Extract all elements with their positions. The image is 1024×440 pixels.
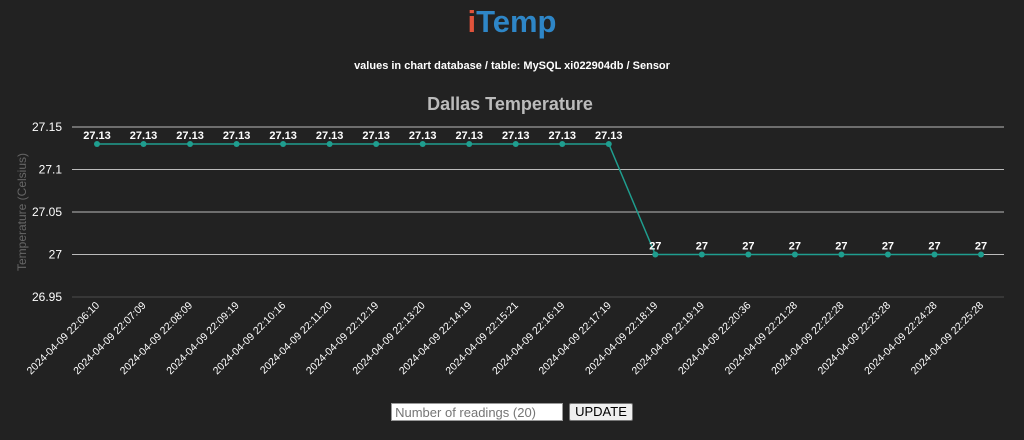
data-label: 27.13 [223, 130, 251, 142]
logo-name: Temp [476, 4, 557, 39]
data-label: 27.13 [409, 130, 437, 142]
update-button[interactable]: UPDATE [569, 403, 633, 421]
y-axis-label: Temperature (Celsius) [15, 153, 29, 271]
data-point [466, 141, 473, 147]
temperature-chart: Dallas Temperature Temperature (Celsius)… [15, 94, 1004, 378]
data-labels: 27.13 27.13 27.13 27.13 27.13 27.13 27.13 27.13… [83, 130, 987, 253]
data-points [94, 141, 984, 258]
y-tick-label: 27.15 [32, 120, 62, 134]
readings-controls: UPDATE [0, 403, 1024, 421]
data-label: 27.13 [455, 130, 483, 142]
data-point [512, 141, 519, 147]
data-point [652, 251, 659, 258]
data-label: 27.13 [362, 130, 390, 142]
y-tick-label: 27.05 [32, 205, 62, 219]
data-label: 27 [789, 241, 801, 253]
data-label: 27 [742, 241, 754, 253]
grid-lines [72, 126, 1004, 298]
data-point [559, 141, 566, 147]
data-point [978, 251, 984, 258]
y-tick-label: 27 [49, 248, 63, 262]
data-label: 27.13 [130, 130, 158, 142]
data-point [698, 251, 705, 258]
data-label: 27.13 [83, 130, 111, 142]
page-subtitle: values in chart database / table: MySQL … [354, 60, 670, 72]
data-point [931, 251, 938, 258]
data-label: 27 [696, 241, 708, 253]
data-label: 27.13 [548, 130, 576, 142]
data-point [233, 141, 240, 147]
data-label: 27.13 [269, 130, 297, 142]
data-label: 27.13 [176, 130, 204, 142]
data-point [373, 141, 380, 147]
data-point [187, 141, 194, 147]
series-line-path [97, 143, 981, 256]
y-tick-label: 27.1 [39, 163, 63, 177]
logo-prefix: i [467, 4, 477, 39]
app-logo: iTemp [0, 4, 1024, 40]
data-label: 27 [649, 241, 661, 253]
data-point [745, 251, 752, 258]
chart-title: Dallas Temperature [427, 94, 593, 114]
data-point [280, 141, 287, 147]
data-label: 27.13 [595, 130, 623, 142]
data-point [419, 141, 426, 147]
data-label: 27.13 [316, 130, 344, 142]
data-point [94, 141, 100, 147]
data-point [605, 141, 612, 147]
data-label: 27 [975, 241, 987, 253]
data-label: 27 [882, 241, 894, 253]
readings-count-input[interactable] [391, 403, 564, 421]
data-label: 27 [928, 241, 940, 253]
data-point [838, 251, 845, 258]
y-tick-label: 26.95 [32, 290, 62, 304]
data-point [140, 141, 147, 147]
series-line [97, 143, 981, 256]
data-label: 27.13 [502, 130, 530, 142]
data-point [326, 141, 333, 147]
y-tick-labels: 27.15 27.1 27.05 27 26.95 [32, 120, 62, 304]
data-point [884, 251, 891, 258]
data-label: 27 [835, 241, 847, 253]
data-point [791, 251, 798, 258]
